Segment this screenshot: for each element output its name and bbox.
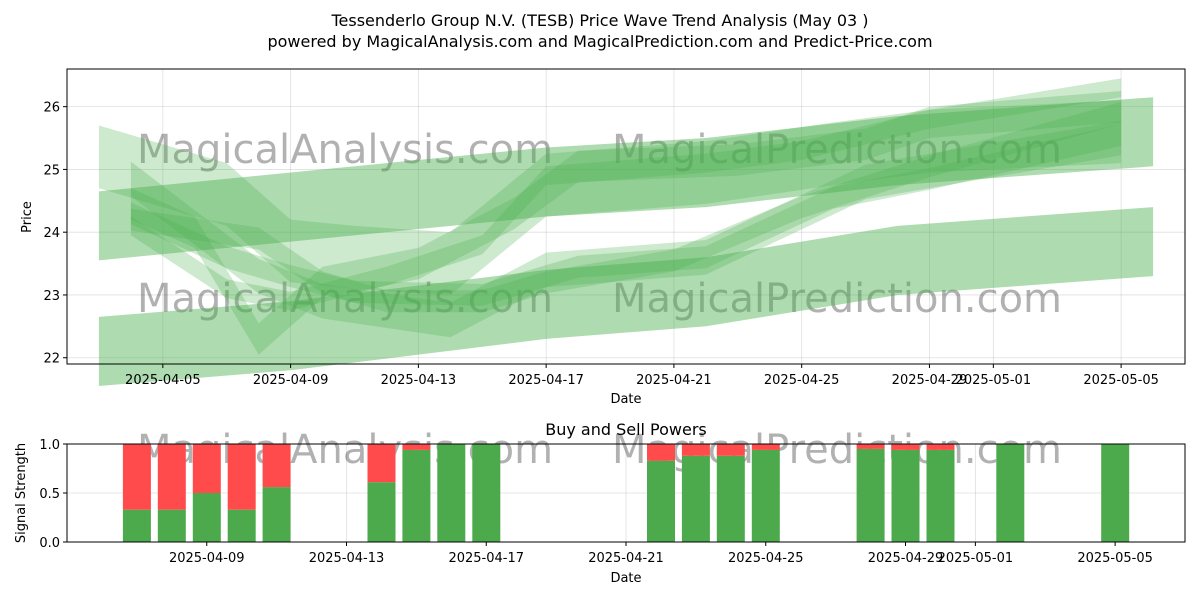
sell-bar: [262, 444, 291, 488]
price-watermarks: MagicalAnalysis.com MagicalPrediction.co…: [137, 127, 1062, 322]
watermark: MagicalAnalysis.com: [137, 276, 553, 322]
x-tick-label: 2025-05-01: [956, 373, 1032, 388]
buy-bar: [157, 509, 186, 542]
x-tick-label: 2025-04-21: [588, 551, 664, 566]
sell-bar: [681, 444, 710, 456]
signal-x-ticks: 2025-04-09 2025-04-13 2025-04-17 2025-04-21…: [169, 542, 1153, 566]
price-y-ticks: 22 23 24 25 26: [43, 101, 67, 367]
x-tick-label: 2025-04-09: [169, 551, 245, 566]
x-tick-label: 2025-04-29: [868, 551, 944, 566]
wave-band: [98, 97, 1154, 261]
x-tick-label: 2025-04-21: [636, 373, 712, 388]
buy-bar: [681, 455, 710, 542]
x-tick-label: 2025-05-05: [1077, 551, 1153, 566]
watermark: MagicalPrediction.com: [612, 276, 1062, 322]
sell-bar: [402, 444, 431, 450]
sell-bar: [122, 444, 151, 510]
buy-bar: [891, 449, 920, 542]
signal-x-axis-label: Date: [610, 571, 641, 586]
wave-band: [130, 78, 1122, 311]
sell-bar: [716, 444, 745, 456]
y-tick-label: 24: [43, 226, 60, 241]
buy-bar: [926, 449, 955, 542]
y-tick-label: 0.0: [39, 536, 60, 551]
price-y-axis-label: Price: [20, 201, 35, 233]
signal-chart: Buy and Sell Powers MagicalAnalysis.com …: [14, 420, 1186, 586]
sell-bar: [926, 444, 955, 450]
x-tick-label: 2025-04-29: [892, 373, 968, 388]
price-x-axis-label: Date: [610, 392, 641, 407]
buy-bar: [262, 487, 291, 542]
buy-bar: [751, 449, 780, 542]
watermark: MagicalAnalysis.com: [137, 127, 553, 173]
x-tick-label: 2025-04-17: [508, 373, 584, 388]
signal-chart-title: Buy and Sell Powers: [545, 420, 707, 439]
buy-bar: [996, 444, 1025, 542]
buy-bar: [437, 444, 466, 542]
y-tick-label: 26: [43, 101, 60, 116]
wave-band: [130, 91, 1122, 355]
sell-bar: [891, 444, 920, 450]
sell-bar: [192, 444, 221, 493]
price-plot-area: [67, 69, 1185, 364]
wave-band: [130, 102, 1122, 313]
x-tick-label: 2025-04-09: [253, 373, 329, 388]
chart-title: Tessenderlo Group N.V. (TESB) Price Wave…: [330, 11, 868, 30]
x-tick-label: 2025-04-13: [309, 551, 385, 566]
wave-bands: [98, 78, 1154, 386]
x-tick-label: 2025-05-05: [1083, 373, 1159, 388]
buy-bar: [716, 455, 745, 542]
buy-bar: [227, 509, 256, 542]
buy-bar: [192, 493, 221, 542]
sell-bar: [227, 444, 256, 510]
price-plot-frame: [66, 68, 1186, 365]
watermark: MagicalPrediction.com: [612, 427, 1062, 473]
sell-bar: [856, 444, 885, 449]
y-tick-label: 22: [43, 352, 60, 367]
signal-y-ticks: 0.0 0.5 1.0: [39, 438, 67, 551]
chart-subtitle: powered by MagicalAnalysis.com and Magic…: [267, 32, 932, 51]
x-tick-label: 2025-05-01: [938, 551, 1014, 566]
price-x-ticks: 2025-04-05 2025-04-09 2025-04-13 2025-04-17…: [125, 364, 1159, 388]
sell-bar: [367, 444, 396, 483]
x-tick-label: 2025-04-13: [381, 373, 457, 388]
buy-bar: [367, 482, 396, 542]
buy-bar: [472, 444, 501, 542]
sell-bar: [647, 444, 675, 461]
buy-bar: [122, 509, 151, 542]
signal-y-axis-label: Signal Strength: [14, 443, 29, 543]
wave-band: [98, 100, 1122, 296]
signal-bars: [122, 444, 1130, 542]
x-tick-label: 2025-04-25: [764, 373, 840, 388]
buy-bar: [402, 449, 431, 542]
x-tick-label: 2025-04-05: [125, 373, 201, 388]
wave-band: [98, 207, 1154, 386]
y-tick-label: 23: [43, 289, 60, 304]
buy-bar: [856, 448, 885, 542]
buy-bar: [1101, 444, 1130, 542]
buy-bar: [647, 460, 675, 542]
wave-band: [130, 123, 1122, 306]
wave-band: [130, 120, 1122, 338]
y-tick-label: 25: [43, 163, 60, 178]
price-chart: MagicalAnalysis.com MagicalPrediction.co…: [20, 68, 1186, 407]
x-tick-label: 2025-04-17: [448, 551, 524, 566]
x-tick-label: 2025-04-25: [728, 551, 804, 566]
sell-bar: [157, 444, 186, 510]
price-grid: [67, 69, 1185, 364]
y-tick-label: 0.5: [39, 487, 60, 502]
y-tick-label: 1.0: [39, 438, 60, 453]
watermark: MagicalPrediction.com: [612, 127, 1062, 173]
sell-bar: [751, 444, 780, 450]
